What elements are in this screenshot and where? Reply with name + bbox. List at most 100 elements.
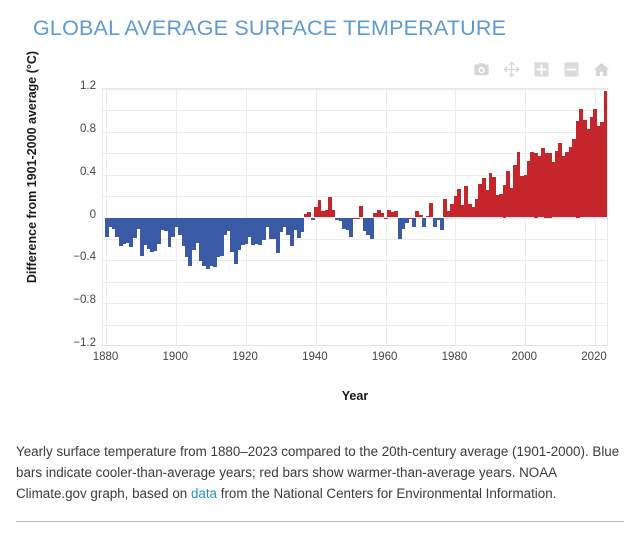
bar bbox=[160, 217, 165, 231]
bar bbox=[247, 217, 252, 237]
bar bbox=[108, 217, 113, 228]
bar bbox=[397, 217, 402, 239]
bar bbox=[513, 165, 517, 218]
y-tick-label: −0.8 bbox=[73, 294, 96, 307]
bar bbox=[254, 217, 259, 245]
bar bbox=[205, 217, 210, 269]
bar bbox=[191, 217, 196, 250]
bar bbox=[240, 217, 245, 246]
bar bbox=[387, 210, 392, 218]
gridline-horizontal bbox=[103, 110, 607, 112]
bar bbox=[132, 217, 137, 238]
bar bbox=[356, 217, 360, 219]
bar bbox=[390, 212, 395, 218]
bar bbox=[258, 217, 263, 246]
bar bbox=[171, 217, 175, 237]
bar bbox=[439, 217, 444, 231]
bar bbox=[223, 217, 228, 235]
bar bbox=[261, 217, 266, 240]
plot-area[interactable] bbox=[102, 88, 608, 345]
bar bbox=[443, 199, 448, 218]
bar bbox=[561, 156, 566, 218]
gridline-horizontal bbox=[103, 303, 607, 305]
minus-icon[interactable] bbox=[562, 60, 580, 78]
bar bbox=[237, 217, 242, 250]
bar bbox=[492, 176, 496, 218]
bar bbox=[565, 152, 570, 218]
plus-icon[interactable] bbox=[532, 60, 550, 78]
bar bbox=[554, 151, 559, 218]
y-tick-label: −1.2 bbox=[73, 337, 96, 349]
bar bbox=[251, 217, 256, 246]
bar bbox=[310, 217, 315, 220]
bar bbox=[164, 217, 168, 232]
page-title: GLOBAL AVERAGE SURFACE TEMPERATURE bbox=[33, 16, 507, 40]
bar bbox=[502, 185, 507, 218]
bar bbox=[314, 206, 318, 218]
bar bbox=[216, 217, 221, 258]
figure-caption: Yearly surface temperature from 1880–202… bbox=[16, 441, 628, 505]
bar bbox=[422, 217, 427, 228]
bar bbox=[523, 174, 528, 218]
gridline-horizontal bbox=[103, 174, 607, 176]
bar bbox=[530, 152, 535, 218]
data-link[interactable]: data bbox=[190, 486, 217, 502]
bar bbox=[464, 186, 469, 218]
bar bbox=[568, 146, 573, 218]
y-axis-label: Difference from 1901-2000 average (°C) bbox=[25, 50, 39, 284]
camera-icon[interactable] bbox=[472, 60, 490, 78]
bar bbox=[404, 217, 409, 223]
bar bbox=[300, 217, 305, 233]
bar bbox=[467, 203, 472, 218]
bar bbox=[488, 172, 493, 218]
bar bbox=[307, 212, 312, 218]
bar bbox=[118, 217, 123, 247]
bar bbox=[104, 217, 109, 237]
y-tick-label: 0.4 bbox=[80, 165, 96, 178]
y-tick-label: 0.8 bbox=[80, 122, 96, 135]
bars-layer bbox=[103, 89, 607, 345]
x-tick-label: 1980 bbox=[441, 351, 468, 363]
bar bbox=[593, 109, 598, 218]
home-icon[interactable] bbox=[592, 60, 610, 78]
bar bbox=[272, 217, 277, 239]
gridline-horizontal bbox=[103, 324, 607, 326]
y-axis-ticks: 1.2 0.8 0.4 0 −0.4 −0.8 −1.2 bbox=[52, 80, 96, 349]
bar bbox=[425, 216, 430, 218]
x-tick-label: 1960 bbox=[371, 351, 398, 363]
bar bbox=[178, 217, 182, 235]
bar bbox=[157, 217, 161, 245]
caption-text-2: from the National Centers for Environmen… bbox=[217, 486, 557, 502]
gridline-horizontal bbox=[103, 131, 607, 133]
bar bbox=[373, 213, 378, 218]
bar bbox=[244, 217, 249, 245]
bar bbox=[366, 217, 371, 235]
bar bbox=[408, 217, 413, 219]
move-icon[interactable] bbox=[502, 60, 520, 78]
bar bbox=[275, 217, 280, 253]
x-tick-label: 2000 bbox=[511, 351, 538, 363]
gridline-horizontal bbox=[103, 281, 607, 283]
bar bbox=[342, 217, 346, 230]
bar bbox=[432, 217, 437, 228]
bar bbox=[429, 202, 434, 218]
bar bbox=[303, 214, 308, 218]
bar bbox=[153, 217, 158, 251]
bar bbox=[436, 217, 441, 220]
x-axis-label: Year bbox=[341, 389, 369, 403]
y-tick-label: 0 bbox=[89, 208, 96, 221]
bar bbox=[380, 213, 385, 218]
bar bbox=[499, 193, 503, 218]
gridline-vertical bbox=[176, 89, 178, 345]
plotly-modebar[interactable] bbox=[472, 60, 610, 78]
gridline-vertical bbox=[106, 89, 108, 345]
bar bbox=[174, 217, 179, 228]
gridline-horizontal bbox=[103, 153, 607, 155]
bar bbox=[289, 217, 294, 247]
bar bbox=[457, 188, 462, 218]
bar bbox=[516, 152, 521, 218]
bar bbox=[586, 128, 591, 218]
bar bbox=[362, 217, 367, 232]
gridline-horizontal bbox=[103, 260, 607, 262]
